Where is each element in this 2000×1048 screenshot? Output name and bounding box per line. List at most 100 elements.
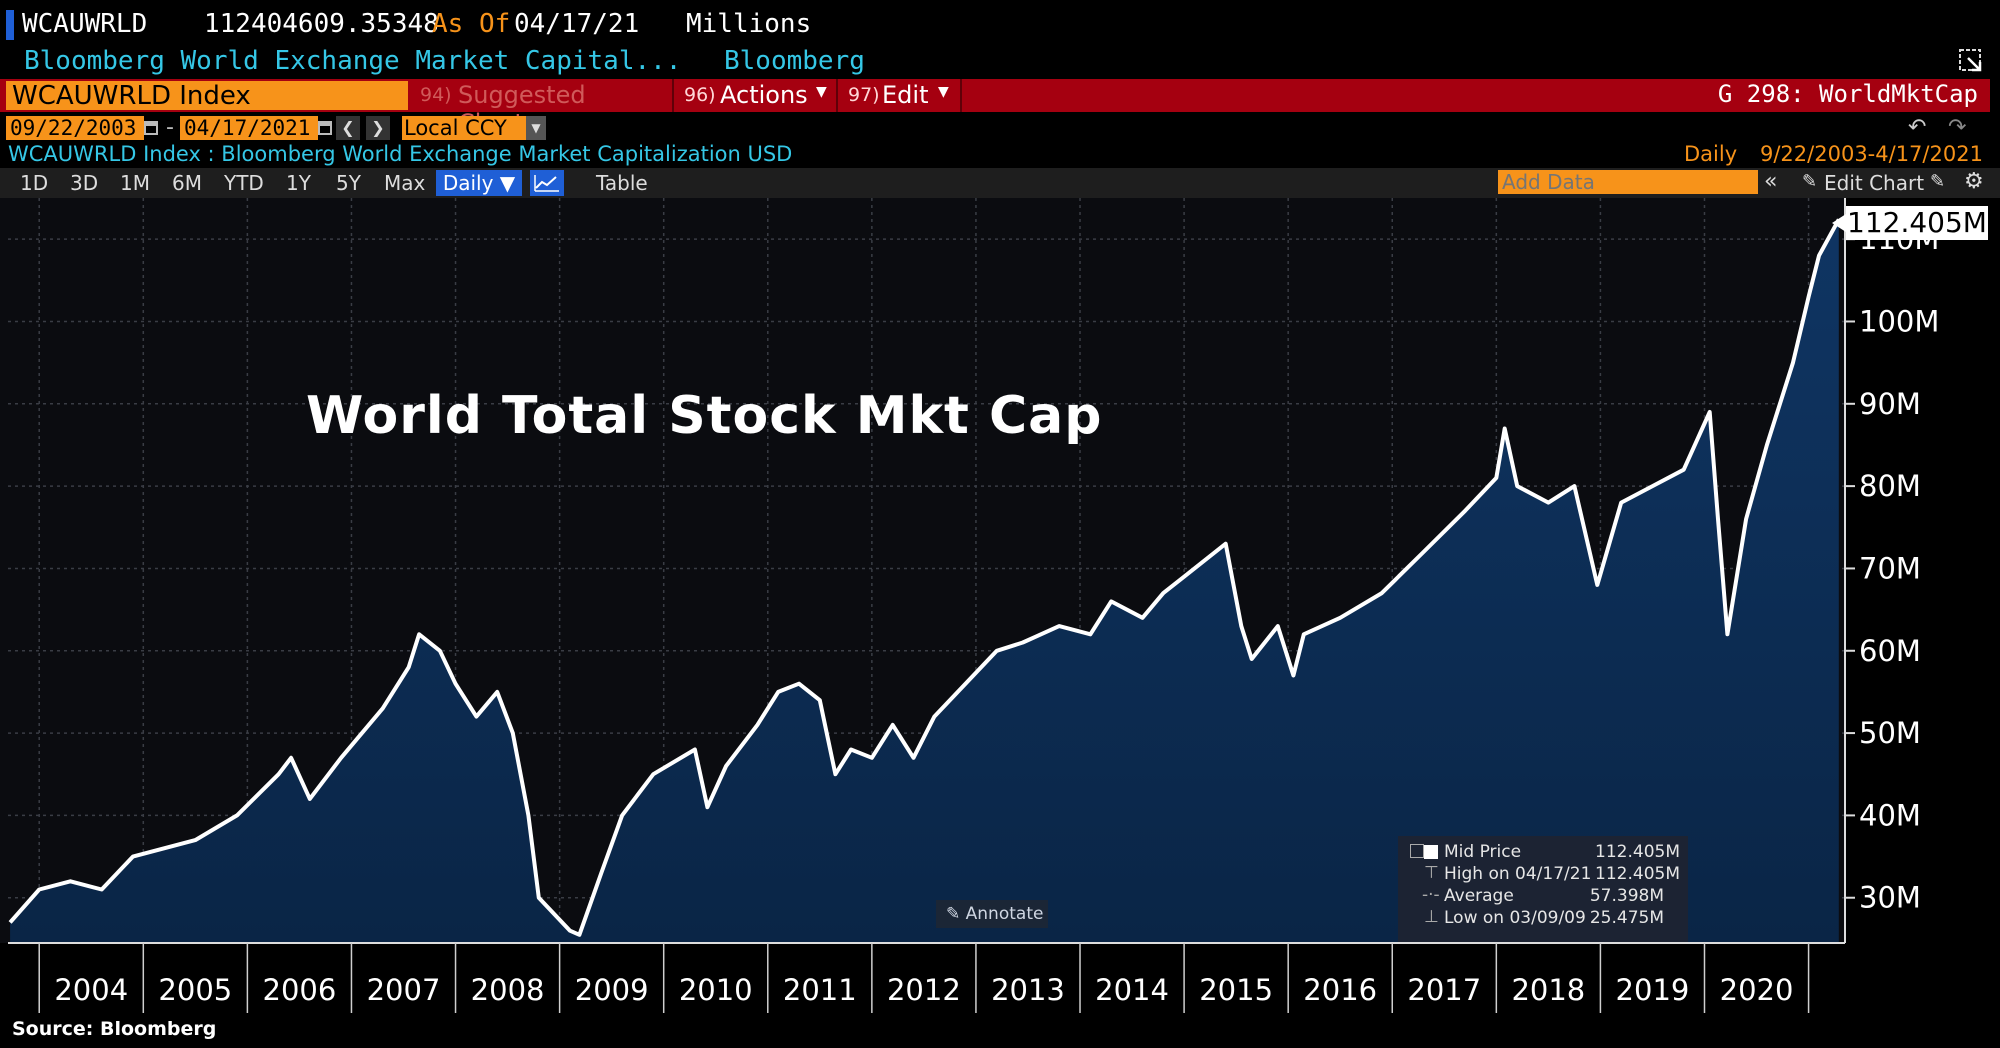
date-range-row: 09/22/2003 - 04/17/2021 ❮ ❯ Local CCY ▼ … bbox=[0, 113, 2000, 143]
security-field[interactable]: WCAUWRLD Index bbox=[6, 81, 408, 111]
x-tick-label: 2019 bbox=[1616, 973, 1690, 1007]
x-tick-label: 2004 bbox=[54, 973, 128, 1007]
pencil-icon: ✎ bbox=[1802, 171, 1818, 192]
gear-icon[interactable]: ⚙ bbox=[1964, 169, 1984, 194]
x-tick-label: 2005 bbox=[158, 973, 232, 1007]
legend-high-value: 112.405M bbox=[1595, 864, 1680, 884]
y-tick-label: 100M bbox=[1859, 304, 1939, 338]
period-6m[interactable]: 6M bbox=[172, 171, 202, 195]
x-tick-label: 2016 bbox=[1303, 973, 1377, 1007]
expand-icon[interactable] bbox=[1958, 48, 1984, 74]
collapse-icon[interactable] bbox=[1410, 844, 1424, 858]
legend-low-value: 25.475M bbox=[1589, 908, 1664, 928]
y-tick-label: 40M bbox=[1859, 798, 1921, 832]
x-tick-label: 2013 bbox=[991, 973, 1065, 1007]
actions-num: 96) bbox=[684, 84, 716, 106]
date-span: 9/22/2003-4/17/2021 bbox=[1760, 142, 1983, 166]
last-value: 112404609.35348 bbox=[204, 9, 439, 39]
source-note: Source: Bloomberg bbox=[12, 1018, 217, 1040]
period-max[interactable]: Max bbox=[384, 171, 426, 195]
frequency-select[interactable]: Daily ▼ bbox=[436, 170, 522, 196]
add-data-input[interactable] bbox=[1498, 170, 1758, 194]
x-tick-label: 2015 bbox=[1199, 973, 1273, 1007]
x-tick-label: 2012 bbox=[887, 973, 961, 1007]
last-value-pointer bbox=[1832, 214, 1846, 232]
units-label: Millions bbox=[686, 9, 812, 39]
x-tick-label: 2017 bbox=[1407, 973, 1481, 1007]
last-value-label: 112.405M bbox=[1846, 206, 1988, 240]
edit-label: Edit bbox=[882, 81, 929, 109]
table-button[interactable]: Table bbox=[596, 171, 648, 195]
suggested-num: 94) bbox=[420, 84, 452, 106]
legend-average-value: 57.398M bbox=[1589, 886, 1664, 906]
low-icon: ⊥ bbox=[1424, 907, 1439, 927]
period-5y[interactable]: 5Y bbox=[336, 171, 361, 195]
x-tick-label: 2011 bbox=[783, 973, 857, 1007]
end-date-field[interactable]: 04/17/2021 bbox=[180, 116, 318, 140]
pencil-icon: ✎ bbox=[946, 904, 961, 924]
undo-icon[interactable]: ↶ bbox=[1908, 115, 1927, 140]
legend-high-label: High on 04/17/21 bbox=[1444, 864, 1592, 884]
x-tick-label: 2010 bbox=[679, 973, 753, 1007]
period-1m[interactable]: 1M bbox=[120, 171, 150, 195]
actions-label: Actions bbox=[720, 81, 808, 109]
annotate-button[interactable]: ✎ Annotate bbox=[936, 900, 1048, 928]
currency-select[interactable]: Local CCY bbox=[402, 116, 528, 140]
y-tick-label: 60M bbox=[1859, 634, 1921, 668]
calendar-icon[interactable] bbox=[144, 119, 158, 135]
legend-mid-label: Mid Price bbox=[1444, 842, 1522, 862]
start-date-field[interactable]: 09/22/2003 bbox=[6, 116, 144, 140]
header-row: WCAUWRLD 112404609.35348 As Of 04/17/21 … bbox=[0, 6, 2000, 46]
x-tick-label: 2018 bbox=[1511, 973, 1585, 1007]
annotate-label: Annotate bbox=[965, 904, 1044, 924]
y-tick-label: 80M bbox=[1859, 469, 1921, 503]
graph-id: G 298: WorldMktCap bbox=[1717, 80, 1978, 108]
chart-toolbar: 1D 3D 1M 6M YTD 1Y 5Y Max Daily ▼ Table … bbox=[0, 168, 2000, 198]
area-fill bbox=[10, 219, 1839, 943]
calendar-icon[interactable] bbox=[318, 119, 332, 135]
security-field-text: WCAUWRLD Index bbox=[12, 81, 251, 111]
x-axis: 2004 2005 2006 2007 2008 2009 2010 2011 2012 2013… bbox=[8, 942, 1845, 1013]
y-tick-label: 50M bbox=[1859, 716, 1921, 750]
actions-menu[interactable]: 96) Actions ▼ bbox=[678, 81, 836, 110]
next-period-button[interactable]: ❯ bbox=[366, 116, 390, 140]
x-tick-label: 2014 bbox=[1095, 973, 1169, 1007]
legend-box: Mid Price 112.405M ⊤ High on 04/17/21 11… bbox=[1398, 836, 1688, 942]
x-tick-label: 2008 bbox=[471, 973, 545, 1007]
x-tick-label: 2006 bbox=[263, 973, 337, 1007]
redo-icon[interactable]: ↷ bbox=[1948, 115, 1967, 140]
collapse-icon[interactable]: « bbox=[1764, 169, 1778, 194]
chart-title: World Total Stock Mkt Cap bbox=[306, 386, 1103, 446]
y-tick-label: 90M bbox=[1859, 387, 1921, 421]
divider bbox=[836, 79, 838, 112]
as-of-date: 04/17/21 bbox=[514, 9, 640, 39]
description-row: Bloomberg World Exchange Market Capital.… bbox=[0, 44, 2000, 80]
price-line bbox=[8, 218, 1841, 937]
edit-chart-button[interactable]: Edit Chart bbox=[1824, 171, 1925, 195]
as-of-label: As Of bbox=[432, 9, 511, 39]
period-1d[interactable]: 1D bbox=[20, 171, 49, 195]
x-tick-label: 2020 bbox=[1720, 973, 1794, 1007]
ticker-marker bbox=[6, 10, 14, 40]
info-row: WCAUWRLD Index : Bloomberg World Exchang… bbox=[0, 142, 2000, 168]
average-icon: -·- bbox=[1422, 885, 1440, 905]
line-chart-icon[interactable] bbox=[530, 170, 564, 196]
divider bbox=[672, 79, 674, 112]
caret-down-icon: ▼ bbox=[816, 84, 827, 100]
period-ytd[interactable]: YTD bbox=[224, 171, 264, 195]
period-3d[interactable]: 3D bbox=[70, 171, 99, 195]
period-1y[interactable]: 1Y bbox=[286, 171, 311, 195]
prev-period-button[interactable]: ❮ bbox=[336, 116, 360, 140]
chevron-down-icon[interactable]: ▼ bbox=[526, 116, 546, 140]
x-tick-label: 2009 bbox=[575, 973, 649, 1007]
frequency-label: Daily bbox=[1684, 142, 1738, 166]
y-tick-label: 30M bbox=[1859, 881, 1921, 915]
edit-menu[interactable]: 97) Edit ▼ bbox=[842, 81, 960, 110]
source-name: Bloomberg bbox=[724, 46, 865, 76]
ticker-symbol: WCAUWRLD bbox=[22, 9, 148, 39]
security-description: Bloomberg World Exchange Market Capital.… bbox=[24, 46, 682, 76]
divider bbox=[960, 79, 962, 112]
settings-edit-icon[interactable]: ✎ bbox=[1930, 171, 1946, 192]
mid-price-swatch bbox=[1424, 845, 1438, 859]
